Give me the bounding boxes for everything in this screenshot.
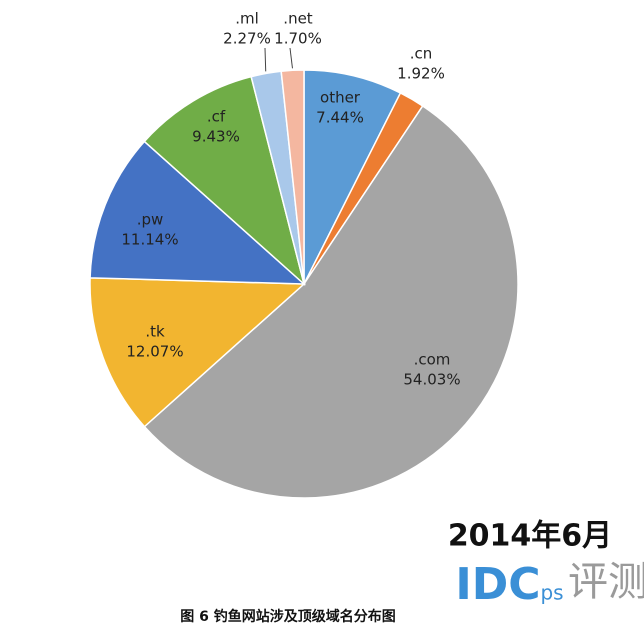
slice-value: 2.27% <box>223 30 271 48</box>
pie-slice <box>143 104 519 499</box>
slice-label: .cn <box>410 45 433 63</box>
watermark-mark: 评测 <box>568 559 644 605</box>
slice-value: 12.07% <box>126 343 183 361</box>
date-label: 2014年6月 <box>448 519 612 554</box>
slice-value: 7.44% <box>316 109 364 127</box>
watermark-suffix: ps <box>540 581 563 605</box>
pie-slice <box>280 69 305 285</box>
pie-slice <box>303 69 402 285</box>
slice-value: 9.43% <box>192 128 240 146</box>
pie-slice <box>89 140 307 285</box>
chart-title: 图 6 钓鱼网站涉及顶级域名分布图 <box>180 608 396 625</box>
slice-label: .com <box>414 351 451 369</box>
slice-label: .cf <box>207 108 226 126</box>
leader-line <box>289 47 293 69</box>
slice-value: 1.92% <box>397 65 445 83</box>
pie-slice <box>89 277 306 428</box>
slice-label: .ml <box>235 10 259 28</box>
slice-value: 11.14% <box>121 231 178 249</box>
slice-value: 1.70% <box>274 30 322 48</box>
slice-value: 54.03% <box>403 371 460 389</box>
slice-label: .pw <box>137 211 164 229</box>
leader-line <box>264 47 267 72</box>
slice-label: .tk <box>145 323 165 341</box>
slice-label: .net <box>283 10 313 28</box>
slice-label: other <box>320 89 361 107</box>
watermark-brand: IDC <box>455 559 540 610</box>
